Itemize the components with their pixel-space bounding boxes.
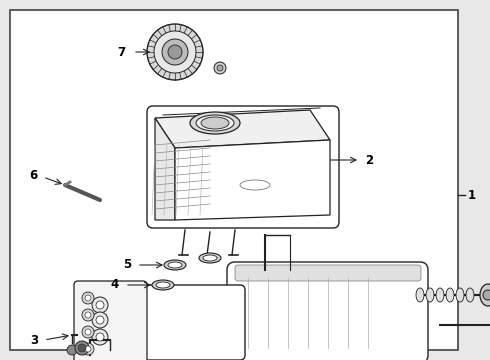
Circle shape <box>214 62 226 74</box>
Circle shape <box>92 329 108 345</box>
Ellipse shape <box>436 288 444 302</box>
Circle shape <box>162 39 188 65</box>
Ellipse shape <box>201 117 229 129</box>
Circle shape <box>82 309 94 321</box>
Text: 6: 6 <box>29 168 37 181</box>
Ellipse shape <box>203 255 217 261</box>
Circle shape <box>96 333 104 341</box>
Circle shape <box>92 312 108 328</box>
Polygon shape <box>155 110 330 148</box>
Circle shape <box>85 312 91 318</box>
Circle shape <box>168 45 182 59</box>
Text: 4: 4 <box>111 279 119 292</box>
Circle shape <box>154 31 196 73</box>
Ellipse shape <box>199 253 221 263</box>
FancyBboxPatch shape <box>227 262 428 360</box>
Ellipse shape <box>152 280 174 290</box>
Ellipse shape <box>456 288 464 302</box>
Polygon shape <box>155 118 175 220</box>
Ellipse shape <box>426 288 434 302</box>
Text: 7: 7 <box>117 45 125 59</box>
Ellipse shape <box>168 262 182 268</box>
Circle shape <box>82 292 94 304</box>
Circle shape <box>75 341 89 355</box>
Ellipse shape <box>190 112 240 134</box>
Ellipse shape <box>164 260 186 270</box>
Circle shape <box>82 343 94 355</box>
Text: 1: 1 <box>468 189 476 202</box>
Ellipse shape <box>446 288 454 302</box>
FancyBboxPatch shape <box>74 281 147 360</box>
Ellipse shape <box>156 282 170 288</box>
Circle shape <box>96 301 104 309</box>
Circle shape <box>67 345 77 355</box>
Ellipse shape <box>416 288 424 302</box>
Circle shape <box>92 297 108 313</box>
Ellipse shape <box>240 180 270 190</box>
Circle shape <box>85 329 91 335</box>
Text: 3: 3 <box>30 334 38 347</box>
FancyBboxPatch shape <box>75 285 245 360</box>
Text: 2: 2 <box>365 153 373 166</box>
Ellipse shape <box>480 284 490 306</box>
Circle shape <box>147 24 203 80</box>
Circle shape <box>85 295 91 301</box>
Circle shape <box>217 65 223 71</box>
FancyBboxPatch shape <box>147 106 339 228</box>
Ellipse shape <box>466 288 474 302</box>
Circle shape <box>82 326 94 338</box>
Text: 5: 5 <box>123 258 131 271</box>
Ellipse shape <box>196 115 234 131</box>
Circle shape <box>85 346 91 352</box>
Circle shape <box>78 344 86 352</box>
Polygon shape <box>175 140 330 220</box>
FancyBboxPatch shape <box>235 265 421 281</box>
Circle shape <box>96 316 104 324</box>
Circle shape <box>483 290 490 300</box>
